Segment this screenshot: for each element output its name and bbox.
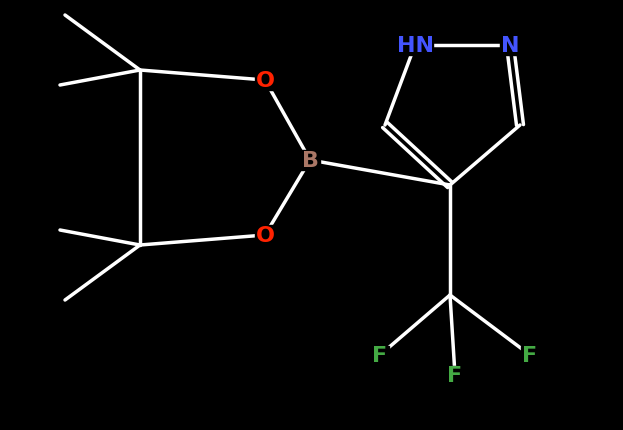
Text: HN: HN bbox=[396, 36, 434, 56]
Bar bbox=[397, 36, 433, 56]
Text: F: F bbox=[373, 345, 388, 365]
Bar bbox=[371, 346, 389, 364]
Bar bbox=[255, 225, 275, 246]
Bar bbox=[255, 71, 275, 91]
Bar bbox=[521, 346, 539, 364]
Text: O: O bbox=[255, 225, 275, 246]
Bar bbox=[500, 36, 520, 56]
Text: F: F bbox=[447, 365, 462, 385]
Bar bbox=[300, 150, 320, 171]
Text: O: O bbox=[255, 71, 275, 91]
Text: B: B bbox=[302, 150, 318, 171]
Text: N: N bbox=[501, 36, 519, 56]
Bar bbox=[446, 366, 464, 384]
Text: F: F bbox=[523, 345, 538, 365]
